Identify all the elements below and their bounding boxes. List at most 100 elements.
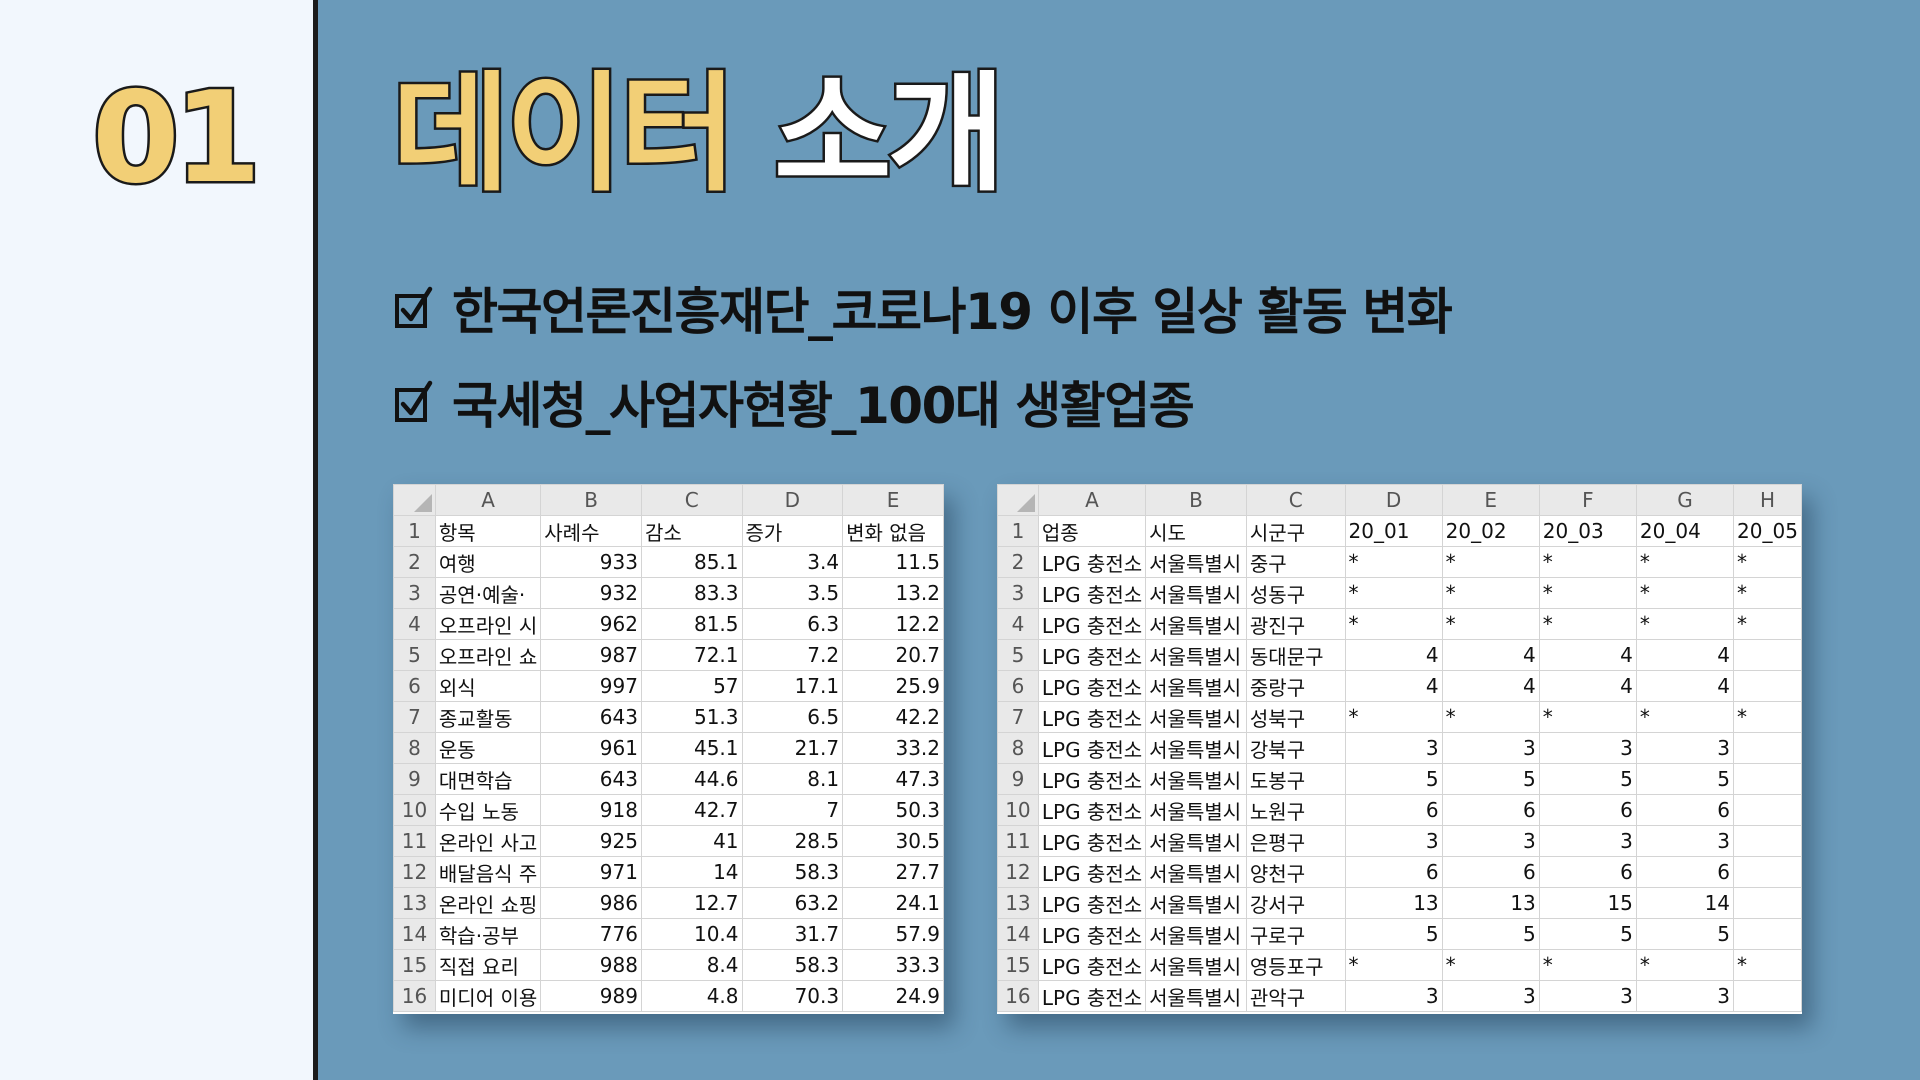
table-cell[interactable]: 13 [1441,887,1540,919]
table-cell[interactable]: 중랑구 [1245,670,1346,702]
table-cell[interactable]: 20_02 [1441,515,1540,547]
table-cell[interactable]: 11.5 [842,546,944,578]
table-cell[interactable]: 6 [1441,856,1540,888]
table-cell[interactable]: * [1635,577,1735,609]
table-cell[interactable]: 72.1 [640,639,743,671]
select-all-corner[interactable] [393,484,436,516]
table-cell[interactable]: 서울특별시 [1145,949,1247,981]
table-cell[interactable]: 5 [1344,918,1443,950]
table-cell[interactable]: * [1538,701,1637,733]
table-cell[interactable]: 20_05 [1733,515,1802,547]
table-cell[interactable]: 서울특별시 [1145,546,1247,578]
table-cell[interactable]: 3 [1635,980,1735,1012]
table-cell[interactable]: 3 [1344,732,1443,764]
table-cell[interactable]: 918 [540,794,642,826]
table-cell[interactable]: 중구 [1245,546,1346,578]
table-cell[interactable]: 증가 [741,515,844,547]
row-header[interactable]: 12 [393,856,436,888]
column-header[interactable]: C [640,484,743,516]
table-cell[interactable]: LPG 충전소 [1037,856,1147,888]
table-cell[interactable]: 서울특별시 [1145,763,1247,795]
table-cell[interactable]: 41 [640,825,743,857]
row-header[interactable]: 1 [393,515,436,547]
row-header[interactable]: 4 [393,608,436,640]
table-cell[interactable]: 3 [1441,980,1540,1012]
table-cell[interactable]: 노원구 [1245,794,1346,826]
row-header[interactable]: 2 [997,546,1039,578]
table-cell[interactable]: 감소 [640,515,743,547]
column-header[interactable]: D [1344,484,1443,516]
row-header[interactable]: 9 [393,763,436,795]
table-cell[interactable]: 988 [540,949,642,981]
table-cell[interactable]: * [1733,546,1802,578]
table-cell[interactable]: 6 [1344,856,1443,888]
table-cell[interactable]: * [1344,949,1443,981]
table-cell[interactable]: 시군구 [1245,515,1346,547]
table-cell[interactable]: 직접 요리 [434,949,542,981]
table-cell[interactable]: 4.8 [640,980,743,1012]
table-cell[interactable]: LPG 충전소 [1037,732,1147,764]
table-cell[interactable]: LPG 충전소 [1037,949,1147,981]
table-cell[interactable]: 배달음식 주 [434,856,542,888]
table-cell[interactable]: 6 [1538,794,1637,826]
column-header[interactable]: B [540,484,642,516]
table-cell[interactable]: 3 [1344,980,1443,1012]
table-cell[interactable]: 14 [1635,887,1735,919]
row-header[interactable]: 5 [997,639,1039,671]
table-cell[interactable]: LPG 충전소 [1037,763,1147,795]
table-cell[interactable]: 81.5 [640,608,743,640]
table-cell[interactable]: * [1733,949,1802,981]
table-cell[interactable]: 3 [1538,732,1637,764]
table-cell[interactable]: * [1635,546,1735,578]
table-cell[interactable]: * [1344,546,1443,578]
table-cell[interactable] [1733,639,1802,671]
row-header[interactable]: 16 [997,980,1039,1012]
table-cell[interactable]: 933 [540,546,642,578]
column-header[interactable]: A [434,484,542,516]
table-cell[interactable]: 사례수 [540,515,642,547]
table-cell[interactable]: 업종 [1037,515,1147,547]
table-cell[interactable]: 서울특별시 [1145,608,1247,640]
column-header[interactable]: E [1441,484,1540,516]
table-cell[interactable]: 관악구 [1245,980,1346,1012]
table-cell[interactable]: * [1733,701,1802,733]
table-cell[interactable]: * [1538,577,1637,609]
row-header[interactable]: 2 [393,546,436,578]
table-cell[interactable]: * [1635,701,1735,733]
table-cell[interactable]: 도봉구 [1245,763,1346,795]
table-cell[interactable]: 58.3 [741,856,844,888]
table-cell[interactable]: LPG 충전소 [1037,825,1147,857]
table-cell[interactable]: 4 [1441,670,1540,702]
table-cell[interactable]: 서울특별시 [1145,701,1247,733]
table-cell[interactable]: 987 [540,639,642,671]
table-cell[interactable]: 962 [540,608,642,640]
table-cell[interactable]: 643 [540,701,642,733]
row-header[interactable]: 6 [997,670,1039,702]
table-cell[interactable]: LPG 충전소 [1037,670,1147,702]
table-cell[interactable]: * [1441,546,1540,578]
table-cell[interactable]: 30.5 [842,825,944,857]
table-cell[interactable]: 광진구 [1245,608,1346,640]
table-cell[interactable]: 6.5 [741,701,844,733]
table-cell[interactable]: 온라인 쇼핑 [434,887,542,919]
table-cell[interactable]: * [1344,577,1443,609]
column-header[interactable]: A [1037,484,1147,516]
table-cell[interactable]: 4 [1635,670,1735,702]
table-cell[interactable]: 서울특별시 [1145,980,1247,1012]
table-cell[interactable]: 70.3 [741,980,844,1012]
table-cell[interactable]: 대면학습 [434,763,542,795]
row-header[interactable]: 11 [997,825,1039,857]
table-cell[interactable] [1733,918,1802,950]
table-cell[interactable]: 종교활동 [434,701,542,733]
table-cell[interactable]: 989 [540,980,642,1012]
table-cell[interactable]: LPG 충전소 [1037,918,1147,950]
table-cell[interactable]: 20_04 [1635,515,1735,547]
table-cell[interactable]: 3 [1344,825,1443,857]
row-header[interactable]: 8 [997,732,1039,764]
table-cell[interactable]: 961 [540,732,642,764]
table-cell[interactable]: 외식 [434,670,542,702]
table-cell[interactable]: LPG 충전소 [1037,794,1147,826]
row-header[interactable]: 7 [997,701,1039,733]
row-header[interactable]: 12 [997,856,1039,888]
table-cell[interactable]: 986 [540,887,642,919]
